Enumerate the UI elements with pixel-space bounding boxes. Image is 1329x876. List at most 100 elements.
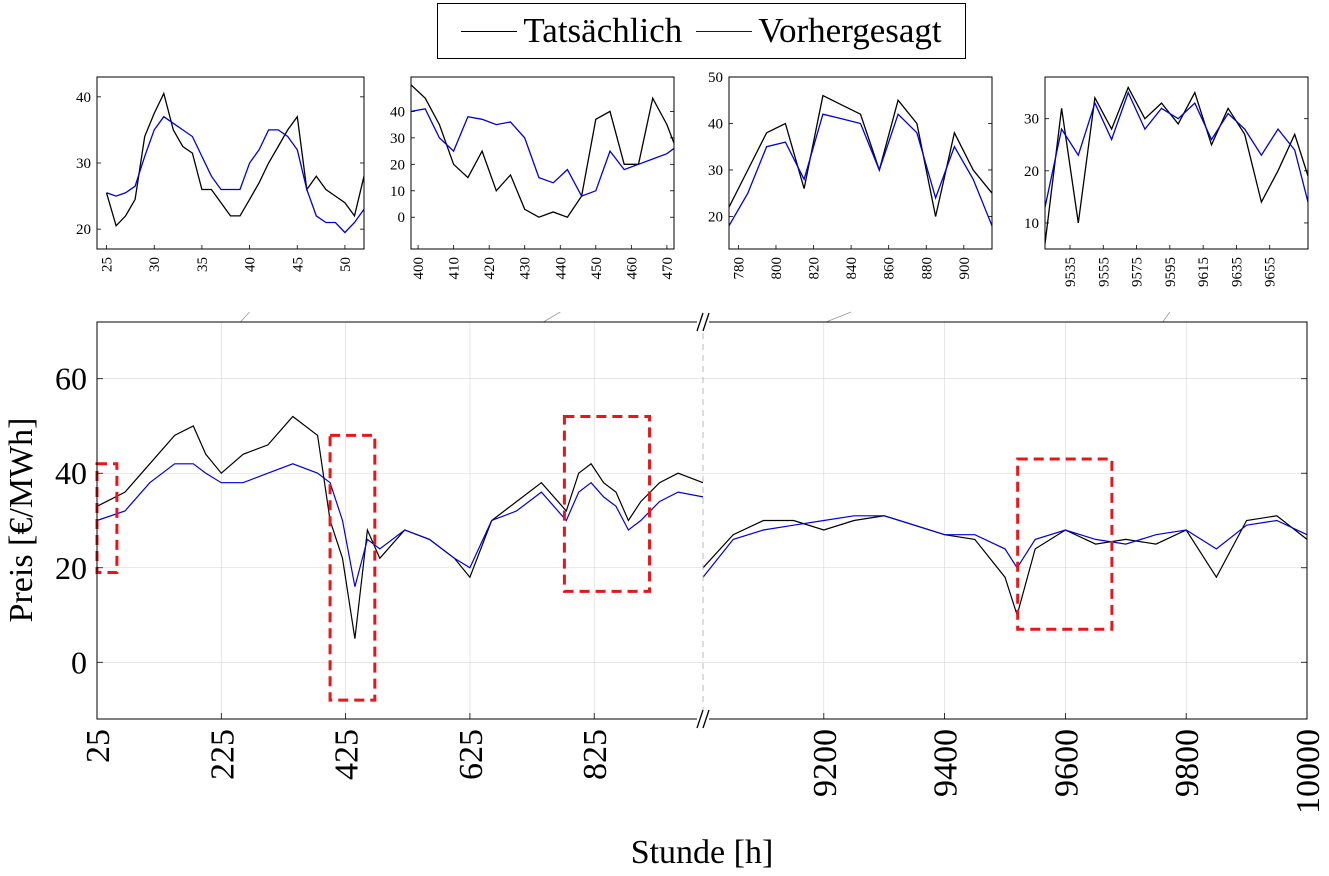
y-axis-label: Preis [€/MWh] (3, 418, 40, 623)
x-tick-label: 625 (453, 729, 490, 780)
inset-y-tick-label: 40 (390, 104, 405, 120)
legend: Tatsächlich Vorhergesagt (437, 3, 966, 59)
axis-break-mark (702, 312, 710, 332)
inset-x-tick-label: 820 (807, 257, 823, 280)
inset-y-tick-label: 20 (390, 157, 405, 173)
inset-series-actual (105, 91, 364, 228)
axis-break-mark (696, 312, 704, 332)
inset-y-tick-label: 20 (1024, 164, 1039, 180)
inset-x-tick-label: 30 (147, 257, 163, 272)
inset-x-tick-label: 430 (518, 257, 534, 280)
inset-y-tick-label: 20 (708, 209, 723, 225)
x-tick-label: 9400 (928, 729, 965, 797)
inset-y-tick-label: 40 (708, 116, 723, 132)
inset-series-predicted (1045, 90, 1308, 208)
inset-series-actual (1045, 85, 1308, 244)
inset-y-tick-label: 10 (1024, 216, 1039, 232)
inset-x-tick-label: 45 (290, 257, 306, 272)
inset-y-tick-label: 30 (1024, 112, 1039, 128)
inset-series-actual (411, 84, 674, 218)
inset-frame (410, 76, 675, 250)
legend-label-actual: Tatsächlich (523, 11, 683, 50)
inset-plot-area (97, 77, 364, 249)
x-tick-label: 425 (329, 729, 366, 780)
x-tick-label: 225 (204, 729, 241, 780)
y-tick-label: 60 (55, 361, 87, 397)
inset-chart-3: 20 30 40 50 780 800 820 840 860 880 900 (708, 70, 993, 280)
inset-series-predicted (106, 115, 364, 234)
inset-plot-area (411, 77, 674, 249)
inset-x-tick-label: 35 (195, 257, 211, 272)
inset-chart-4: 10 20 30 9535 9555 9575 9595 9615 9635 9655 (1024, 76, 1309, 287)
inset-frame (1044, 76, 1309, 250)
inset-x-tick-label: 860 (882, 257, 898, 280)
legend-swatch-predicted (696, 30, 753, 32)
inset-x-tick-label: 800 (769, 257, 785, 280)
inset-x-tick-label: 900 (957, 257, 973, 280)
inset-y-tick-label: 30 (390, 131, 405, 147)
x-tick-label: 825 (577, 729, 614, 780)
inset-x-tick-label: 25 (100, 257, 116, 272)
axis-break-mark (696, 709, 704, 729)
inset-plot-area (1045, 77, 1308, 249)
plot-area (97, 322, 1307, 719)
inset-x-tick-label: 50 (338, 257, 354, 272)
legend-swatch-actual (461, 30, 518, 32)
highlight-box (1016, 457, 1114, 631)
main-chart: 0 20 40 60 25 225 425 625 825 9200 9400 9600 9800 100… (55, 312, 1327, 814)
inset-y-tick-label: 30 (708, 163, 723, 179)
inset-x-tick-label: 450 (589, 257, 605, 280)
inset-x-tick-label: 9615 (1196, 257, 1212, 287)
inset-y-tick-label: 50 (708, 70, 723, 86)
inset-x-tick-label: 400 (411, 257, 427, 280)
insets-layer: 20 30 40 25 30 35 40 45 50 0 10 20 30 40 400 410 420 430 4… (76, 70, 1309, 466)
inset-x-tick-label: 420 (482, 257, 498, 280)
inset-x-tick-label: 9555 (1096, 257, 1112, 287)
inset-x-tick-label: 840 (844, 257, 860, 280)
inset-chart-2: 0 10 20 30 40 400 410 420 430 440 450 460 470 (390, 76, 676, 280)
highlight-box (95, 462, 119, 574)
inset-series-predicted (411, 108, 674, 197)
x-tick-label: 25 (80, 729, 117, 763)
legend-item-actual: Tatsächlich (461, 11, 682, 51)
inset-y-tick-label: 40 (76, 90, 91, 106)
inset-y-tick-label: 30 (76, 156, 91, 172)
inset-x-tick-label: 9595 (1163, 257, 1179, 287)
axis-break-gap (697, 313, 709, 331)
inset-series-actual (729, 94, 992, 217)
legend-item-predicted: Vorhergesagt (696, 11, 942, 51)
x-tick-label: 9800 (1169, 729, 1206, 797)
inset-y-tick-label: 0 (398, 210, 406, 226)
axis-break-gap (697, 710, 709, 728)
series-line-predicted (702, 515, 1308, 578)
highlight-box (562, 415, 652, 593)
series-line-actual (702, 515, 1308, 618)
y-tick-label: 0 (71, 644, 87, 680)
inset-plot-area (729, 77, 992, 249)
y-tick-label: 40 (55, 455, 87, 491)
inset-chart-1: 20 30 40 25 30 35 40 45 50 (76, 76, 365, 272)
inset-y-tick-label: 10 (390, 184, 405, 200)
inset-x-tick-label: 9655 (1263, 257, 1279, 287)
inset-x-tick-label: 460 (624, 257, 640, 280)
inset-x-tick-label: 470 (660, 257, 676, 280)
legend-label-predicted: Vorhergesagt (758, 11, 942, 50)
inset-y-tick-label: 20 (76, 222, 91, 238)
y-tick-label: 20 (55, 550, 87, 586)
x-axis-label: Stunde [h] (631, 834, 774, 871)
inset-frame (728, 76, 993, 250)
inset-x-tick-label: 440 (553, 257, 569, 280)
axis-break-mark (702, 709, 710, 729)
inset-x-tick-label: 40 (243, 257, 259, 272)
x-tick-label: 10000 (1290, 729, 1327, 814)
x-tick-label: 9600 (1048, 729, 1085, 797)
series-line-predicted (96, 463, 704, 587)
inset-x-tick-label: 410 (447, 257, 463, 280)
inset-x-tick-label: 9575 (1130, 257, 1146, 287)
x-tick-label: 9200 (807, 729, 844, 797)
inset-x-tick-label: 780 (731, 257, 747, 280)
inset-series-predicted (729, 113, 992, 227)
highlight-box (328, 433, 377, 702)
inset-x-tick-label: 9535 (1063, 257, 1079, 287)
